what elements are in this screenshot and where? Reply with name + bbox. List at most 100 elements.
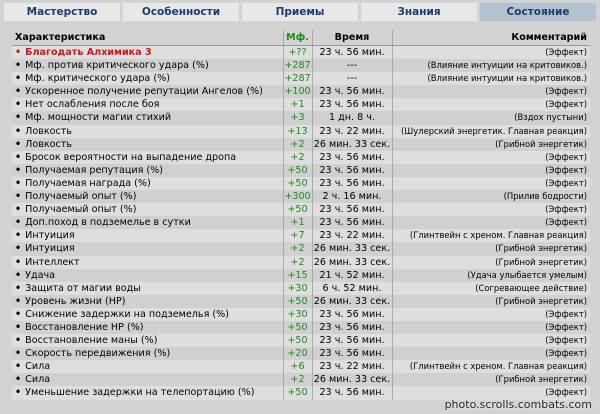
tab[interactable]: Приемы	[242, 3, 358, 21]
effect-time: ---	[312, 59, 393, 73]
effect-comment: (Эффект)	[545, 335, 587, 346]
effect-comment: (Прилив бодрости)	[503, 191, 587, 202]
effect-comment: (Грибной энергетик)	[495, 243, 587, 254]
effect-row: Мф. критического удара (%)+287--- (Влияни…	[12, 72, 590, 86]
effect-time: 26 мин. 33 сек.	[312, 294, 393, 308]
header-cell: Комментарий	[392, 30, 590, 46]
effect-comment: (Эффект)	[545, 86, 587, 97]
effect-comment: (Эффект)	[545, 99, 587, 110]
effect-name: Мф. критического удара (%)	[12, 72, 284, 86]
effect-name: Мф. против критического удара (%)	[12, 59, 284, 73]
effect-comment: (Согревающее действие)	[475, 282, 587, 293]
tab[interactable]: Знания	[361, 3, 477, 21]
tab[interactable]: Особенности	[123, 3, 239, 21]
header-cell: Характеристика	[12, 30, 284, 46]
effect-comment: (Влияние интуиции на критовиков.)	[427, 60, 587, 71]
effect-name: Сила	[12, 373, 284, 387]
effect-comment: (Эффект)	[545, 387, 587, 398]
effect-comment: (Эффект)	[545, 177, 587, 188]
effect-row: Мф. мощности магии стихий+31 дн. 8 ч. (Вз…	[12, 111, 590, 125]
effect-name: Удача	[12, 268, 284, 282]
tab[interactable]: Мастерство	[4, 3, 120, 21]
effect-time: 23 ч. 56 мин.	[312, 307, 393, 321]
effect-comment: (Эффект)	[545, 47, 587, 57]
effect-name: Нет ослабления после боя	[12, 98, 284, 112]
effect-name: Ловкость	[12, 124, 284, 138]
effect-time: 21 ч. 52 мин.	[312, 268, 393, 282]
effect-mf: +287	[283, 59, 313, 73]
effect-name: Получаемый опыт (%)	[12, 203, 284, 217]
effect-row: Интеллект+226 мин. 33 сек. (Грибной энерг…	[12, 255, 590, 269]
effect-time: 23 ч. 56 мин.	[312, 98, 393, 112]
effect-comment: (Шулерский энергетик. Главная реакция)	[401, 125, 587, 136]
effect-time: 26 мин. 33 сек.	[312, 373, 393, 387]
effect-mf: +6	[283, 360, 313, 374]
effect-mf: +50	[283, 294, 313, 308]
effect-time: 23 ч. 56 мин.	[312, 150, 393, 164]
effect-mf: +100	[283, 85, 313, 99]
effect-mf: +287	[283, 72, 313, 86]
effect-row: Снижение задержки на подземелья (%)+3023…	[12, 307, 590, 321]
effect-mf: +50	[283, 163, 313, 177]
tab[interactable]: Состояние	[480, 3, 596, 21]
effect-name: Уровень жизни (HP)	[12, 294, 284, 308]
effect-time: 23 ч. 56 мин.	[312, 320, 393, 335]
effect-time: 1 дн. 8 ч.	[312, 111, 393, 125]
effect-name: Получаемый опыт (%)	[12, 190, 284, 204]
effect-name: Интеллект	[12, 255, 284, 269]
effect-mf: +300	[283, 190, 313, 204]
effect-name: Получаемая репутация (%)	[12, 163, 284, 177]
effect-comment: (Грибной энергетик)	[495, 138, 587, 149]
effect-name: Мф. мощности магии стихий	[12, 111, 284, 125]
effect-row: Сила+226 мин. 33 сек. (Грибной энергетик)	[12, 373, 590, 387]
effect-mf: +??	[283, 45, 313, 60]
effect-time: 23 ч. 56 мин.	[312, 203, 393, 217]
table-header: Характеристика Мф. Время Комментарий	[12, 30, 590, 46]
effect-mf: +2	[283, 255, 313, 269]
effect-name: Бросок вероятности на выпадение дропа	[12, 150, 284, 164]
effect-time: 23 ч. 56 мин.	[312, 176, 393, 191]
effect-mf: +30	[283, 281, 313, 295]
header-cell: Время	[312, 30, 393, 46]
effect-comment: (Глинтвейн с хреном. Главная реакция)	[409, 230, 587, 241]
effect-mf: +3	[283, 111, 313, 125]
effect-time: 26 мин. 33 сек.	[312, 255, 393, 269]
effect-name: Защита от магии воды	[12, 281, 284, 295]
effect-mf: +50	[283, 386, 313, 400]
effect-mf: +13	[283, 124, 313, 138]
effect-comment: (Эффект)	[545, 308, 587, 319]
effect-mf: +50	[283, 203, 313, 217]
effect-name: Получаемая награда (%)	[12, 176, 284, 191]
effect-time: 23 ч. 56 мин.	[312, 334, 393, 348]
effect-mf: +2	[283, 373, 313, 387]
effect-mf: +1	[283, 216, 313, 230]
effect-name: Доп.поход в подземелье в сутки	[12, 216, 284, 230]
effect-mf: +2	[283, 137, 313, 151]
effect-comment: (Эффект)	[545, 348, 587, 359]
watermark: photo.scrolls.combats.com	[444, 398, 592, 411]
effect-mf: +1	[283, 98, 313, 112]
effect-row: Мф. против критического удара (%)+287---…	[12, 59, 590, 73]
effect-mf: +15	[283, 268, 313, 282]
effect-time: 23 ч. 22 мин.	[312, 124, 393, 138]
effect-comment: (Эффект)	[545, 321, 587, 332]
effect-row: Защита от магии воды+306 ч. 52 мин. (Согр…	[12, 281, 590, 295]
effect-time: 26 мин. 33 сек.	[312, 242, 393, 256]
effect-name: Снижение задержки на подземелья (%)	[12, 307, 284, 321]
effect-time: 23 ч. 56 мин.	[312, 216, 393, 230]
effect-comment: (Эффект)	[545, 164, 587, 175]
effect-mf: +50	[283, 176, 313, 191]
effect-name: Ускоренное получение репутации Ангелов (…	[12, 85, 284, 99]
effect-row: Ловкость+226 мин. 33 сек. (Грибной энерге…	[12, 137, 590, 151]
effect-comment: (Эффект)	[545, 151, 587, 162]
effect-name: Интуиция	[12, 229, 284, 243]
effect-name: Интуиция	[12, 242, 284, 256]
effect-mf: +2	[283, 242, 313, 256]
